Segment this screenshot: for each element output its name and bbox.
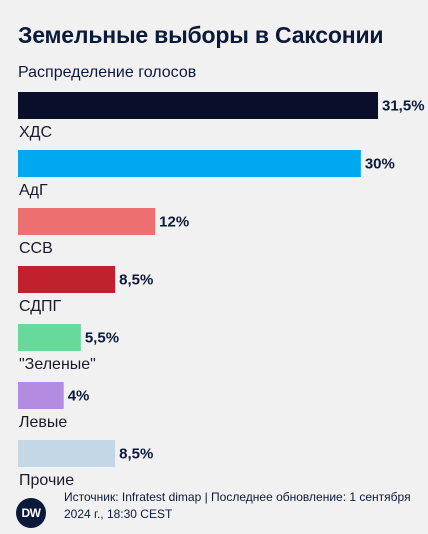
bar-3	[18, 266, 116, 293]
category-label-5: Левые	[19, 414, 67, 431]
category-label-3: СДПГ	[19, 298, 62, 315]
category-label-0: ХДС	[19, 124, 52, 141]
category-label-1: АдГ	[19, 182, 48, 199]
category-label-6: Прочие	[19, 472, 74, 489]
chart-subtitle: Распределение голосов	[18, 64, 197, 81]
value-label-1: 30%	[365, 156, 395, 173]
value-label-5: 4%	[68, 388, 90, 405]
bar-1	[18, 150, 361, 177]
value-label-3: 8,5%	[119, 272, 153, 289]
bar-5	[18, 382, 64, 409]
bar-2	[18, 208, 156, 235]
value-label-4: 5,5%	[85, 330, 119, 347]
bar-0	[18, 92, 378, 119]
value-label-6: 8,5%	[119, 446, 153, 463]
footer: DW Источник: Infratest dimap | Последнее…	[16, 489, 416, 529]
value-label-2: 12%	[159, 214, 189, 231]
bar-6	[18, 440, 116, 467]
source-note: Источник: Infratest dimap | Последнее об…	[64, 490, 411, 521]
category-label-4: "Зеленые"	[19, 356, 96, 373]
dw-logo-icon: DW	[16, 498, 46, 528]
category-label-2: ССВ	[19, 240, 53, 257]
value-label-0: 31,5%	[382, 98, 425, 115]
bar-4	[18, 324, 81, 351]
chart-title: Земельные выборы в Саксонии	[18, 22, 384, 48]
